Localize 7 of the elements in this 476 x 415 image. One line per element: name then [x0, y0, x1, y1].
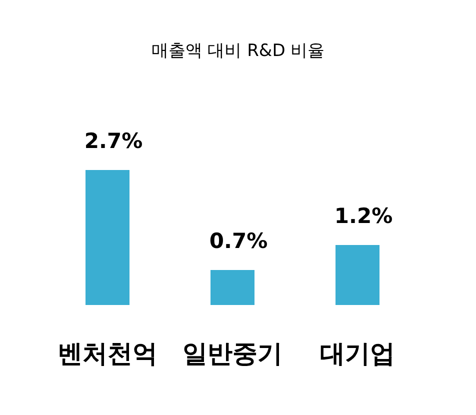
chart-title: 매출액 대비 R&D 비율: [151, 41, 325, 61]
data-label: 2.7%: [84, 129, 143, 153]
data-label: 1.2%: [334, 204, 393, 228]
x-tick-label: 벤처천억: [58, 339, 158, 368]
x-tick-label: 대기업: [320, 339, 395, 368]
data-label: 0.7%: [209, 229, 268, 253]
x-tick-label: 일반중기: [182, 339, 282, 368]
